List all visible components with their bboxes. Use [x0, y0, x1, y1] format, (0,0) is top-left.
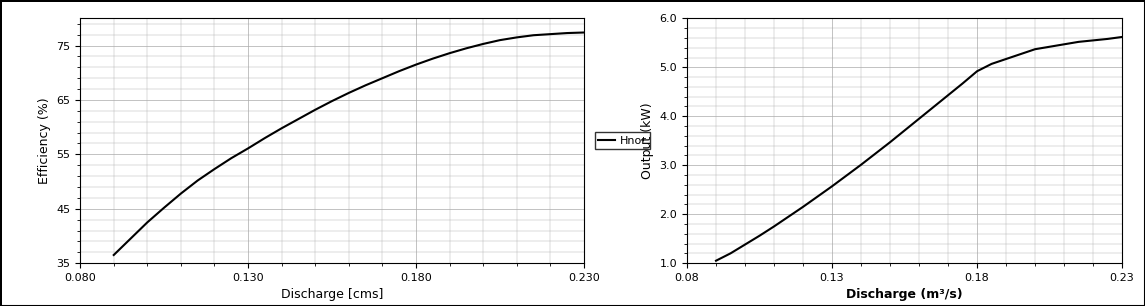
Hnor — [459, 47, 473, 50]
Hnor — [393, 69, 406, 73]
Hnor — [358, 84, 372, 87]
Hnor — [544, 32, 558, 36]
Hnor — [443, 51, 457, 55]
Line: Hnor: Hnor — [113, 32, 584, 255]
Hnor — [493, 38, 507, 42]
Legend: Hnor: Hnor — [594, 132, 650, 149]
Hnor — [426, 57, 440, 61]
Hnor — [560, 31, 574, 35]
X-axis label: Discharge [cms]: Discharge [cms] — [281, 289, 384, 301]
Hnor — [308, 108, 322, 112]
Hnor — [191, 179, 205, 182]
Y-axis label: Output (kW): Output (kW) — [641, 103, 654, 179]
Hnor — [325, 99, 339, 103]
Hnor — [242, 147, 255, 150]
Hnor — [577, 31, 591, 34]
Hnor — [141, 221, 155, 224]
Hnor — [275, 126, 289, 130]
X-axis label: Discharge (m³/s): Discharge (m³/s) — [846, 289, 963, 301]
Hnor — [207, 167, 221, 171]
Hnor — [124, 237, 137, 241]
Y-axis label: Efficiency (%): Efficiency (%) — [38, 97, 50, 184]
Hnor — [106, 253, 120, 257]
Hnor — [376, 76, 389, 80]
Hnor — [527, 33, 540, 37]
Hnor — [258, 136, 271, 140]
Hnor — [157, 206, 171, 210]
Hnor — [224, 156, 238, 160]
Hnor — [510, 35, 523, 39]
Hnor — [174, 192, 188, 195]
Hnor — [342, 91, 356, 95]
Hnor — [292, 117, 306, 121]
Hnor — [476, 42, 490, 46]
Hnor — [409, 63, 423, 66]
